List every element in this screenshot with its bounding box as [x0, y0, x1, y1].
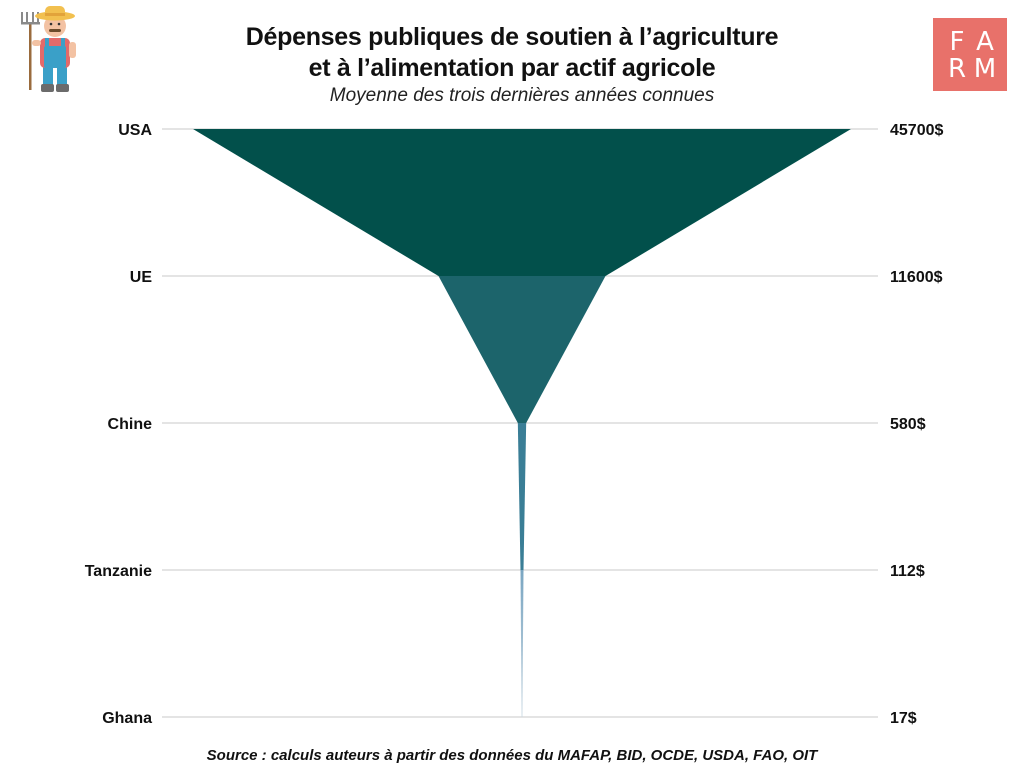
- title-line-2: et à l’alimentation par actif agricole: [308, 54, 716, 82]
- category-label-ghana: Ghana: [102, 710, 152, 727]
- source-note: Source : calculs auteurs à partir des do…: [206, 747, 818, 764]
- chart-title: Dépenses publiques de soutien à l’agricu…: [0, 22, 1024, 84]
- logo-letter-f: F: [949, 27, 965, 57]
- value-label-chine: 580$: [890, 416, 926, 433]
- logo-letter-a: A: [976, 27, 994, 57]
- logo-letter-r: R: [947, 54, 967, 84]
- category-label-tanzanie: Tanzanie: [85, 563, 152, 580]
- value-label-ghana: 17$: [890, 710, 917, 727]
- chart-subtitle: Moyenne des trois dernières années connu…: [329, 85, 715, 106]
- title-line-1: Dépenses publiques de soutien à l’agricu…: [245, 23, 779, 51]
- chart-labels: USA 45700$ UE 11600$ Chine 580$ Tanzanie 112$ Gh…: [85, 122, 944, 727]
- category-label-ue: UE: [130, 269, 153, 286]
- logo-letter-m: M: [973, 54, 997, 84]
- category-label-usa: USA: [118, 122, 152, 139]
- funnel-segment-chine: [517, 423, 527, 570]
- farmer-with-pitchfork-icon: [21, 6, 76, 92]
- funnel-segment-usa: [193, 129, 851, 276]
- category-label-chine: Chine: [108, 416, 153, 433]
- value-label-tanzanie: 112$: [890, 563, 925, 580]
- funnel-segments: [193, 129, 851, 717]
- funnel-segment-tanzanie: [520, 570, 524, 717]
- funnel-segment-ue: [438, 276, 606, 423]
- value-label-ue: 11600$: [890, 269, 943, 286]
- farm-logo: F A R M: [933, 18, 1007, 91]
- value-label-usa: 45700$: [890, 122, 943, 139]
